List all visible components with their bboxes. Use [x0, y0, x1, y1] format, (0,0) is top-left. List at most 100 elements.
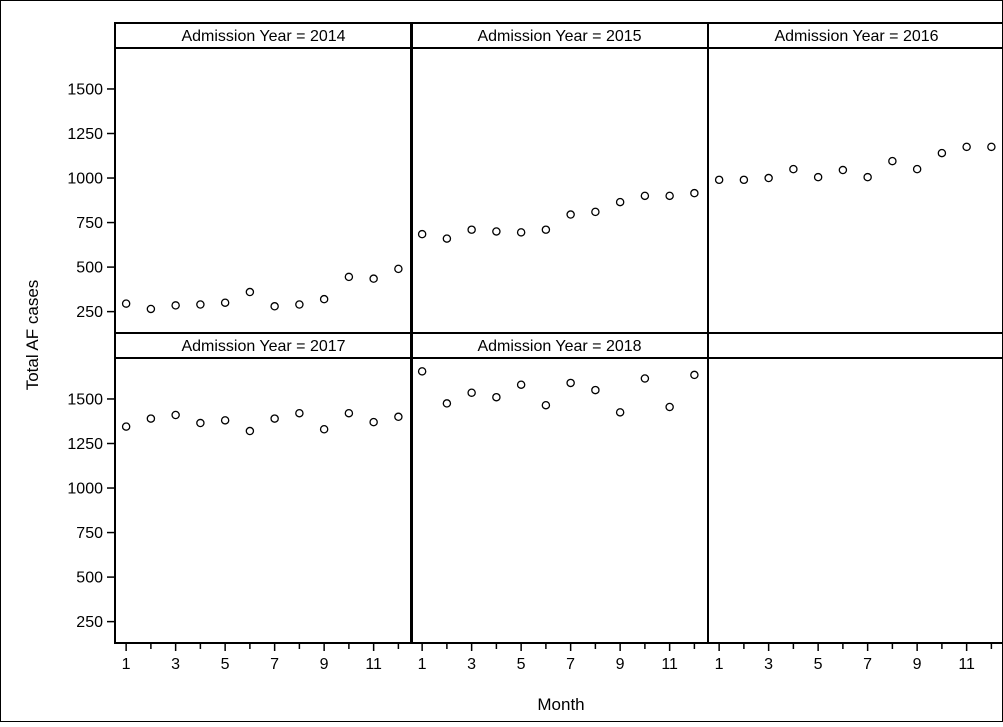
data-point — [121, 299, 131, 308]
data-point — [541, 225, 551, 234]
x-tick-label: 9 — [320, 656, 329, 673]
y-axis-title: Total AF cases — [23, 280, 42, 391]
data-point — [714, 175, 724, 185]
data-point — [541, 400, 551, 410]
data-point — [566, 210, 575, 219]
data-point — [764, 173, 773, 183]
data-point — [615, 408, 625, 417]
y-tick-label: 1250 — [67, 436, 103, 453]
y-tick-label: 1500 — [67, 81, 103, 98]
data-point — [492, 227, 501, 236]
data-point — [270, 414, 279, 423]
data-point — [369, 417, 378, 427]
data-point — [220, 298, 230, 307]
data-point — [987, 142, 996, 152]
data-point — [838, 165, 848, 175]
data-point — [516, 228, 526, 237]
x-tick-label: 5 — [517, 656, 526, 673]
y-tick-label: 750 — [76, 215, 103, 232]
data-point — [665, 191, 674, 201]
data-point — [888, 156, 897, 166]
data-point — [146, 414, 156, 423]
data-point — [467, 225, 476, 234]
x-tick-label: 11 — [958, 656, 975, 673]
x-tick-label: 9 — [913, 656, 922, 673]
data-point — [442, 234, 452, 243]
data-point — [665, 402, 674, 412]
x-tick-label: 5 — [221, 656, 230, 673]
data-point — [295, 408, 304, 418]
panel-strip-label: Admission Year = 2017 — [181, 338, 345, 355]
data-point — [937, 148, 947, 158]
x-tick-label: 1 — [715, 656, 724, 673]
y-tick-label: 1000 — [67, 171, 103, 188]
data-point — [690, 370, 699, 380]
data-point — [640, 191, 650, 201]
y-tick-label: 1000 — [67, 481, 103, 498]
y-tick-label: 1500 — [67, 391, 103, 408]
x-tick-label: 3 — [764, 656, 773, 673]
x-tick-label: 7 — [270, 656, 279, 673]
empty-panel-frame — [707, 332, 1003, 644]
data-point — [912, 164, 922, 174]
x-tick-label: 5 — [814, 656, 823, 673]
data-point — [220, 416, 230, 425]
y-tick-label: 250 — [76, 304, 103, 321]
data-point — [295, 300, 304, 309]
x-tick-label: 1 — [122, 656, 131, 673]
data-point — [270, 302, 279, 311]
data-point — [813, 172, 823, 182]
data-point — [319, 424, 329, 434]
data-point — [344, 272, 354, 282]
data-point — [171, 410, 180, 420]
data-point — [245, 287, 255, 297]
data-point — [492, 392, 501, 402]
data-point — [467, 388, 476, 397]
data-point — [863, 172, 872, 182]
y-tick-label: 250 — [76, 614, 103, 631]
data-point — [319, 294, 329, 304]
data-point — [690, 188, 699, 198]
data-point — [394, 264, 403, 274]
x-tick-label: 7 — [566, 656, 575, 673]
panel-strip-label: Admission Year = 2015 — [477, 28, 641, 45]
data-point — [442, 399, 452, 408]
data-point — [344, 408, 354, 418]
panel-strip-label: Admission Year = 2016 — [774, 28, 938, 45]
y-tick-label: 500 — [76, 570, 103, 587]
data-point — [196, 300, 205, 309]
x-axis-title: Month — [537, 695, 584, 714]
y-tick-label: 500 — [76, 260, 103, 277]
data-point — [640, 374, 650, 383]
x-tick-label: 3 — [171, 656, 180, 673]
data-point — [245, 426, 255, 436]
data-point — [615, 197, 625, 207]
data-point — [566, 378, 575, 388]
data-point — [417, 229, 427, 239]
data-point — [171, 301, 180, 310]
x-tick-label: 3 — [467, 656, 476, 673]
x-tick-label: 9 — [616, 656, 625, 673]
panel-strip-label: Admission Year = 2014 — [181, 28, 345, 45]
data-point — [394, 412, 403, 422]
data-point — [369, 274, 378, 283]
data-point — [789, 164, 798, 174]
data-point — [146, 304, 156, 314]
x-tick-label: 11 — [661, 656, 678, 673]
x-tick-label: 1 — [418, 656, 427, 673]
data-point — [591, 207, 600, 217]
data-point — [591, 385, 600, 395]
y-tick-label: 750 — [76, 525, 103, 542]
data-point — [516, 380, 526, 389]
data-point — [121, 422, 131, 431]
x-tick-label: 11 — [365, 656, 382, 673]
data-point — [417, 367, 427, 376]
data-point — [739, 175, 749, 185]
data-point — [962, 142, 971, 152]
panel-strip-label: Admission Year = 2018 — [477, 338, 641, 355]
x-tick-label: 7 — [863, 656, 872, 673]
data-point — [196, 418, 205, 428]
